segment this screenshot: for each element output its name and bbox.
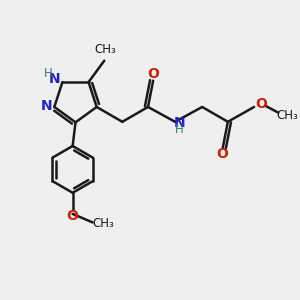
Text: H: H [44,67,53,80]
Text: O: O [255,97,267,111]
Text: N: N [49,72,60,86]
Text: O: O [67,208,79,223]
Text: CH₃: CH₃ [276,109,298,122]
Text: O: O [216,147,228,161]
Text: O: O [147,68,159,82]
Text: N: N [174,116,185,130]
Text: CH₃: CH₃ [93,218,114,230]
Text: H: H [175,123,184,136]
Text: N: N [40,98,52,112]
Text: CH₃: CH₃ [95,43,117,56]
